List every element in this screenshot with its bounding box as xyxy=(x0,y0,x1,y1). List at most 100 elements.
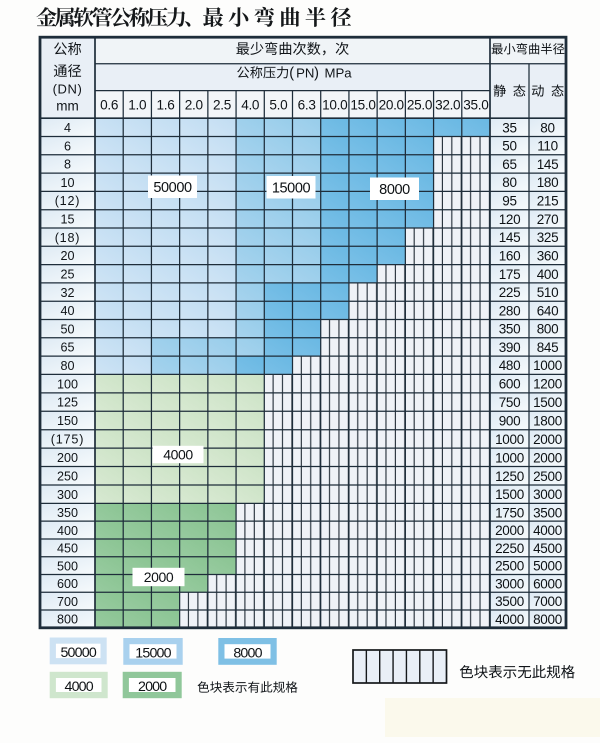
svg-text:750: 750 xyxy=(499,395,521,410)
svg-text:32: 32 xyxy=(60,286,74,300)
svg-text:15000: 15000 xyxy=(135,645,171,661)
svg-text:65: 65 xyxy=(502,157,516,172)
svg-text:20.0: 20.0 xyxy=(379,97,405,112)
svg-text:6000: 6000 xyxy=(533,576,562,591)
svg-text:1000: 1000 xyxy=(495,450,524,465)
svg-text:PN: PN xyxy=(296,65,314,80)
svg-text:1000: 1000 xyxy=(495,432,524,447)
svg-text:3500: 3500 xyxy=(495,594,524,609)
svg-text:15000: 15000 xyxy=(272,181,311,197)
svg-text:450: 450 xyxy=(57,542,78,556)
svg-text:700: 700 xyxy=(57,595,78,609)
svg-text:0.6: 0.6 xyxy=(100,97,118,112)
svg-text:40: 40 xyxy=(60,304,74,318)
svg-text:125: 125 xyxy=(57,396,78,410)
svg-text:600: 600 xyxy=(57,577,78,591)
svg-text:215: 215 xyxy=(537,194,559,209)
svg-text:6: 6 xyxy=(64,139,71,153)
svg-text:4000: 4000 xyxy=(65,679,94,695)
svg-text:mm: mm xyxy=(56,99,79,114)
svg-text:20: 20 xyxy=(60,249,74,263)
svg-text:2000: 2000 xyxy=(495,523,524,538)
svg-text:50: 50 xyxy=(60,322,74,336)
svg-text:800: 800 xyxy=(537,322,559,337)
svg-text:110: 110 xyxy=(537,139,558,154)
svg-text:2000: 2000 xyxy=(533,432,562,447)
svg-text:4: 4 xyxy=(64,121,71,135)
svg-text:MPa: MPa xyxy=(325,65,353,80)
svg-text:80: 80 xyxy=(502,175,516,190)
svg-text:(DN): (DN) xyxy=(53,82,83,97)
svg-text:4000: 4000 xyxy=(495,612,524,627)
svg-text:350: 350 xyxy=(499,322,521,337)
svg-text:8000: 8000 xyxy=(533,612,562,627)
svg-text:8: 8 xyxy=(64,158,71,172)
svg-text:3000: 3000 xyxy=(533,487,562,502)
svg-text:1200: 1200 xyxy=(533,377,562,392)
svg-text:): ) xyxy=(314,65,319,81)
svg-text:8000: 8000 xyxy=(379,182,410,198)
svg-text:900: 900 xyxy=(499,414,521,429)
svg-text:25: 25 xyxy=(60,267,74,281)
svg-text:2500: 2500 xyxy=(533,469,562,484)
svg-text:15: 15 xyxy=(60,213,74,227)
svg-text:500: 500 xyxy=(57,559,78,573)
svg-text:300: 300 xyxy=(57,488,78,502)
svg-text:10: 10 xyxy=(60,176,74,190)
svg-text:1250: 1250 xyxy=(495,469,524,484)
svg-text:(12): (12) xyxy=(55,194,81,208)
svg-text:250: 250 xyxy=(57,470,78,484)
svg-text:2250: 2250 xyxy=(495,541,524,556)
svg-text:280: 280 xyxy=(499,303,521,318)
svg-text:640: 640 xyxy=(537,303,559,318)
svg-text:360: 360 xyxy=(537,249,559,264)
svg-text:1.0: 1.0 xyxy=(128,97,147,112)
svg-text:1500: 1500 xyxy=(495,487,524,502)
svg-text:1750: 1750 xyxy=(495,505,524,520)
svg-text:15.0: 15.0 xyxy=(350,97,376,112)
svg-text:(18): (18) xyxy=(55,231,81,245)
svg-text:3500: 3500 xyxy=(533,505,562,520)
svg-text:390: 390 xyxy=(499,340,521,355)
svg-text:35: 35 xyxy=(502,120,516,135)
svg-text:160: 160 xyxy=(499,249,521,264)
svg-text:8000: 8000 xyxy=(233,645,262,661)
svg-text:4.0: 4.0 xyxy=(241,97,260,112)
svg-text:(175): (175) xyxy=(51,433,84,447)
svg-text:1500: 1500 xyxy=(533,395,562,410)
svg-text:600: 600 xyxy=(499,377,521,392)
svg-text:32.0: 32.0 xyxy=(435,97,461,112)
svg-text:4500: 4500 xyxy=(533,541,562,556)
svg-text:120: 120 xyxy=(499,212,521,227)
svg-text:325: 325 xyxy=(537,230,559,245)
svg-text:2000: 2000 xyxy=(138,679,167,695)
svg-text:5.0: 5.0 xyxy=(269,97,288,112)
svg-text:1000: 1000 xyxy=(533,358,562,373)
svg-text:2000: 2000 xyxy=(144,569,174,585)
svg-text:2000: 2000 xyxy=(533,450,562,465)
svg-text:400: 400 xyxy=(537,267,559,282)
svg-text:845: 845 xyxy=(537,340,559,355)
svg-text:100: 100 xyxy=(57,377,78,391)
svg-text:5000: 5000 xyxy=(533,559,562,574)
svg-text:145: 145 xyxy=(537,157,559,172)
svg-text:(: ( xyxy=(289,65,294,81)
svg-text:800: 800 xyxy=(57,613,78,627)
svg-text:4000: 4000 xyxy=(533,523,562,538)
svg-text:200: 200 xyxy=(57,451,78,465)
svg-text:80: 80 xyxy=(60,359,74,373)
svg-text:3000: 3000 xyxy=(495,576,524,591)
svg-text:1800: 1800 xyxy=(533,414,562,429)
svg-text:180: 180 xyxy=(537,175,559,190)
svg-text:2500: 2500 xyxy=(495,559,524,574)
svg-text:6.3: 6.3 xyxy=(298,97,316,112)
svg-text:225: 225 xyxy=(499,285,521,300)
svg-text:270: 270 xyxy=(537,212,559,227)
svg-text:7000: 7000 xyxy=(533,594,562,609)
svg-text:65: 65 xyxy=(60,341,74,355)
svg-text:1.6: 1.6 xyxy=(157,97,175,112)
svg-text:2.0: 2.0 xyxy=(185,97,204,112)
svg-text:80: 80 xyxy=(540,120,554,135)
svg-text:10.0: 10.0 xyxy=(322,97,348,112)
svg-text:50000: 50000 xyxy=(153,180,192,196)
